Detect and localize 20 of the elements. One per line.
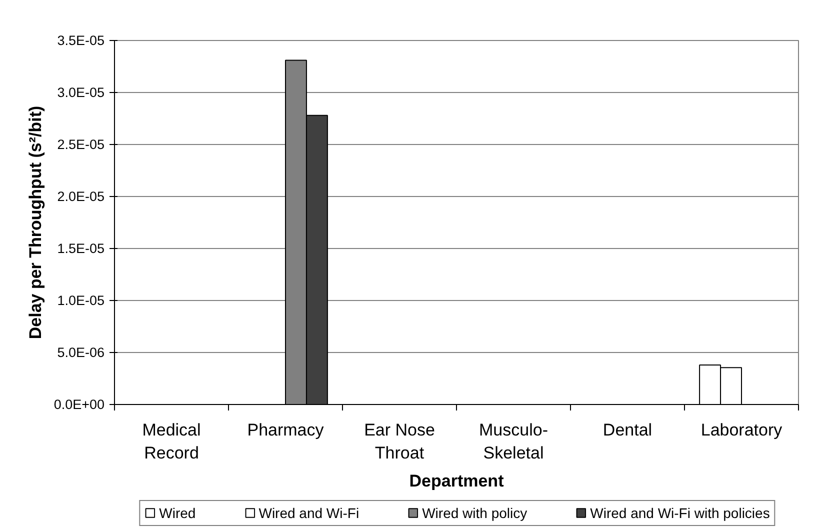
y-tick-label: 3.5E-05 — [57, 33, 105, 48]
legend-label: Wired with policy — [422, 504, 528, 520]
y-tick-label: 2.5E-05 — [57, 137, 105, 152]
y-axis-title: Delay per Throughput (s²/bit) — [26, 106, 45, 340]
y-tick-label: 2.0E-05 — [57, 189, 105, 204]
y-tick-label: 3.0E-05 — [57, 85, 105, 100]
x-tick-label: Dental — [602, 420, 652, 440]
x-tick-label: Ear Nose Throat — [364, 420, 435, 462]
x-tick-label: Pharmacy — [247, 420, 324, 440]
y-tick-label: 0.0E+00 — [54, 397, 104, 412]
x-tick-label: Musculo-Skeletal — [479, 420, 548, 462]
x-axis-title: Department — [409, 471, 504, 490]
legend-label: Wired and Wi-Fi — [258, 504, 360, 520]
y-tick-label: 1.5E-05 — [57, 241, 105, 256]
x-tick-label: Laboratory — [700, 420, 783, 440]
y-tick-label: 5.0E-06 — [57, 345, 105, 360]
x-tick-label: Medical Record — [142, 420, 201, 462]
legend-label: Wired — [159, 504, 196, 520]
y-tick-label: 1.0E-05 — [57, 293, 105, 308]
legend-label: Wired and Wi-Fi with policies — [590, 504, 770, 520]
